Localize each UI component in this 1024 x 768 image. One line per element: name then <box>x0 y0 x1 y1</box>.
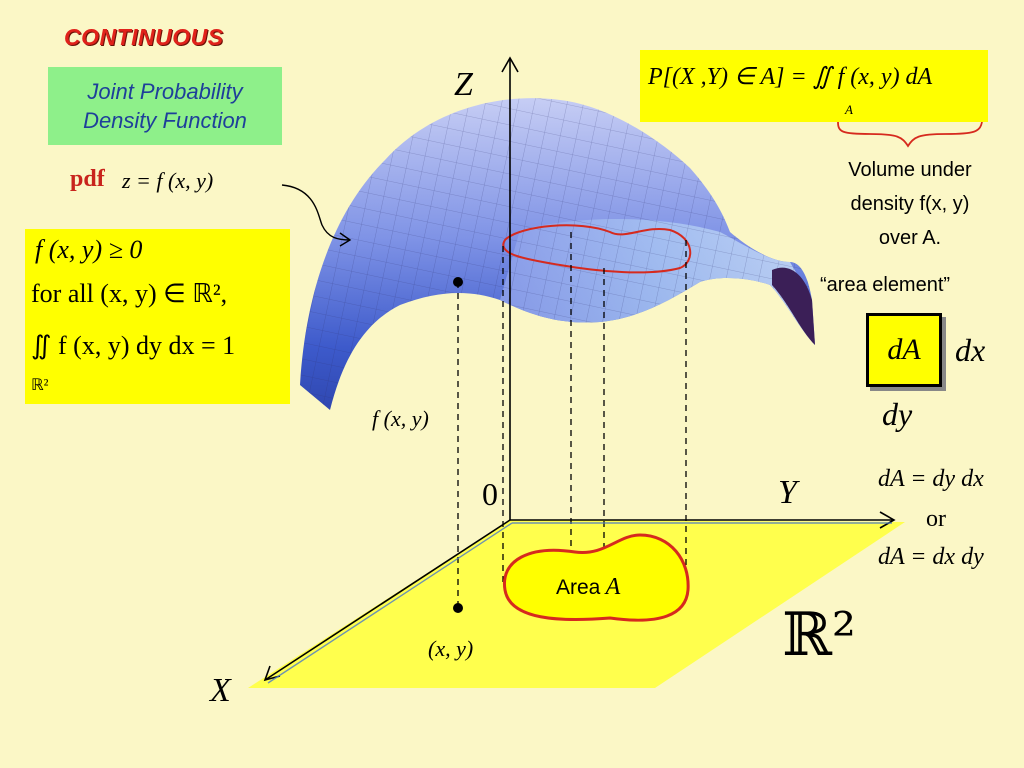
dy-label: dy <box>882 396 913 432</box>
section-title: CONTINUOUS <box>64 24 224 50</box>
volume-note-line1: Volume under <box>848 159 972 181</box>
condition-subscript: ℝ² <box>31 377 49 394</box>
probability-subscript: A <box>845 102 853 117</box>
volume-note-line2: density f(x, y) <box>850 193 970 215</box>
subtitle-line1: Joint Probability <box>87 79 243 104</box>
fxy-label: f (x, y) <box>372 406 429 431</box>
pdf-formula: z = f (x, y) <box>122 168 214 193</box>
subtitle-box: Joint Probability Density Function <box>48 67 282 145</box>
probability-box: P[(X ,Y) ∈ A] = ∬ f (x, y) dA A <box>640 50 988 122</box>
volume-note-line3: over A. <box>878 227 942 249</box>
da-equation-2: dA = dx dy <box>878 544 984 570</box>
base-point <box>453 603 463 613</box>
surface-point <box>453 277 463 287</box>
z-axis-label: Z <box>454 66 473 103</box>
surface-region-outline <box>502 224 692 274</box>
da-box: dA <box>866 313 942 387</box>
origin-label: 0 <box>482 476 498 512</box>
dx-label: dx <box>955 332 986 368</box>
density-surface <box>300 98 815 411</box>
condition-nonnegative: f (x, y) ≥ 0 <box>35 235 143 264</box>
condition-domain: for all (x, y) ∈ ℝ², <box>31 279 228 308</box>
axes <box>263 56 896 682</box>
da-box-label: dA <box>887 333 921 366</box>
probability-formula: P[(X ,Y) ∈ A] = ∬ f (x, y) dA <box>648 64 933 90</box>
point-label: (x, y) <box>428 636 474 661</box>
area-label-var: A <box>605 574 621 600</box>
y-axis-label: Y <box>778 474 797 511</box>
pdf-arrow <box>281 184 351 241</box>
volume-note: Volume under density f(x, y) over A. <box>820 153 1000 255</box>
pdf-label: pdf <box>70 166 105 192</box>
da-equation-1: dA = dy dx <box>878 466 984 492</box>
area-element-label: “area element” <box>820 274 951 296</box>
x-axis-label: X <box>210 672 231 709</box>
conditions-box: f (x, y) ≥ 0 for all (x, y) ∈ ℝ², ∬ f (x… <box>25 229 290 404</box>
subtitle-line2: Density Function <box>83 108 247 133</box>
or-label: or <box>926 506 946 532</box>
area-label-word: Area <box>556 576 601 599</box>
condition-normalization: ∬ f (x, y) dy dx = 1 <box>31 331 236 360</box>
volume-brace <box>837 121 983 148</box>
area-label: Area A <box>556 574 620 601</box>
area-a-region <box>502 533 690 622</box>
r2-label: ℝ² <box>782 600 856 670</box>
